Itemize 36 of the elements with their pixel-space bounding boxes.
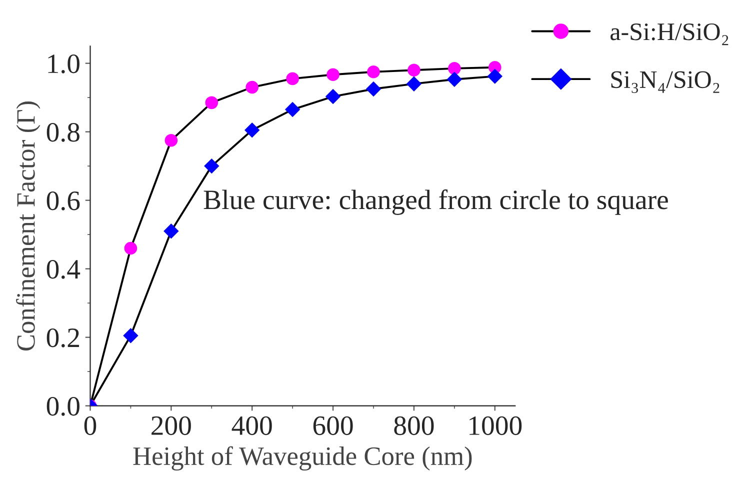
point <box>124 242 138 255</box>
point <box>406 76 422 92</box>
point <box>205 96 218 110</box>
point <box>326 68 340 81</box>
point <box>487 68 502 84</box>
x-tick-label: 400 <box>232 416 272 436</box>
point <box>204 158 220 174</box>
legend-label: a-Si:H/SiO₂ <box>610 23 728 46</box>
x-tick-label: 200 <box>152 416 191 436</box>
point <box>448 62 461 75</box>
y-axis-title: Confinement Factor (Γ) <box>16 102 40 351</box>
point <box>366 81 382 97</box>
point <box>325 88 341 104</box>
point <box>286 72 299 86</box>
point <box>164 224 179 239</box>
point <box>446 72 462 87</box>
y-tick-label: 0.6 <box>46 191 80 210</box>
x-tick-label: 800 <box>394 416 434 436</box>
legend-label: Si₃N₄/SiO₂ <box>611 71 720 93</box>
point <box>284 102 300 118</box>
x-axis-title: Height of Waveguide Core (nm) <box>133 446 472 471</box>
y-tick-label: 0.4 <box>46 260 80 279</box>
y-tick-label: 0.0 <box>46 396 80 416</box>
point <box>408 64 420 77</box>
y-tick-label: 0.8 <box>46 122 80 142</box>
point <box>246 80 258 94</box>
x-tick-label: 600 <box>313 416 353 436</box>
point <box>164 134 178 147</box>
annotation: Blue curve: changed from circle to square <box>204 189 668 215</box>
point <box>367 65 380 78</box>
point <box>123 328 138 344</box>
y-tick-label: 0.2 <box>46 328 79 348</box>
y-tick-label: 1.0 <box>48 54 80 74</box>
x-tick-label: 1000 <box>470 416 522 436</box>
point <box>244 122 260 138</box>
x-tick-label: 0 <box>84 416 96 436</box>
